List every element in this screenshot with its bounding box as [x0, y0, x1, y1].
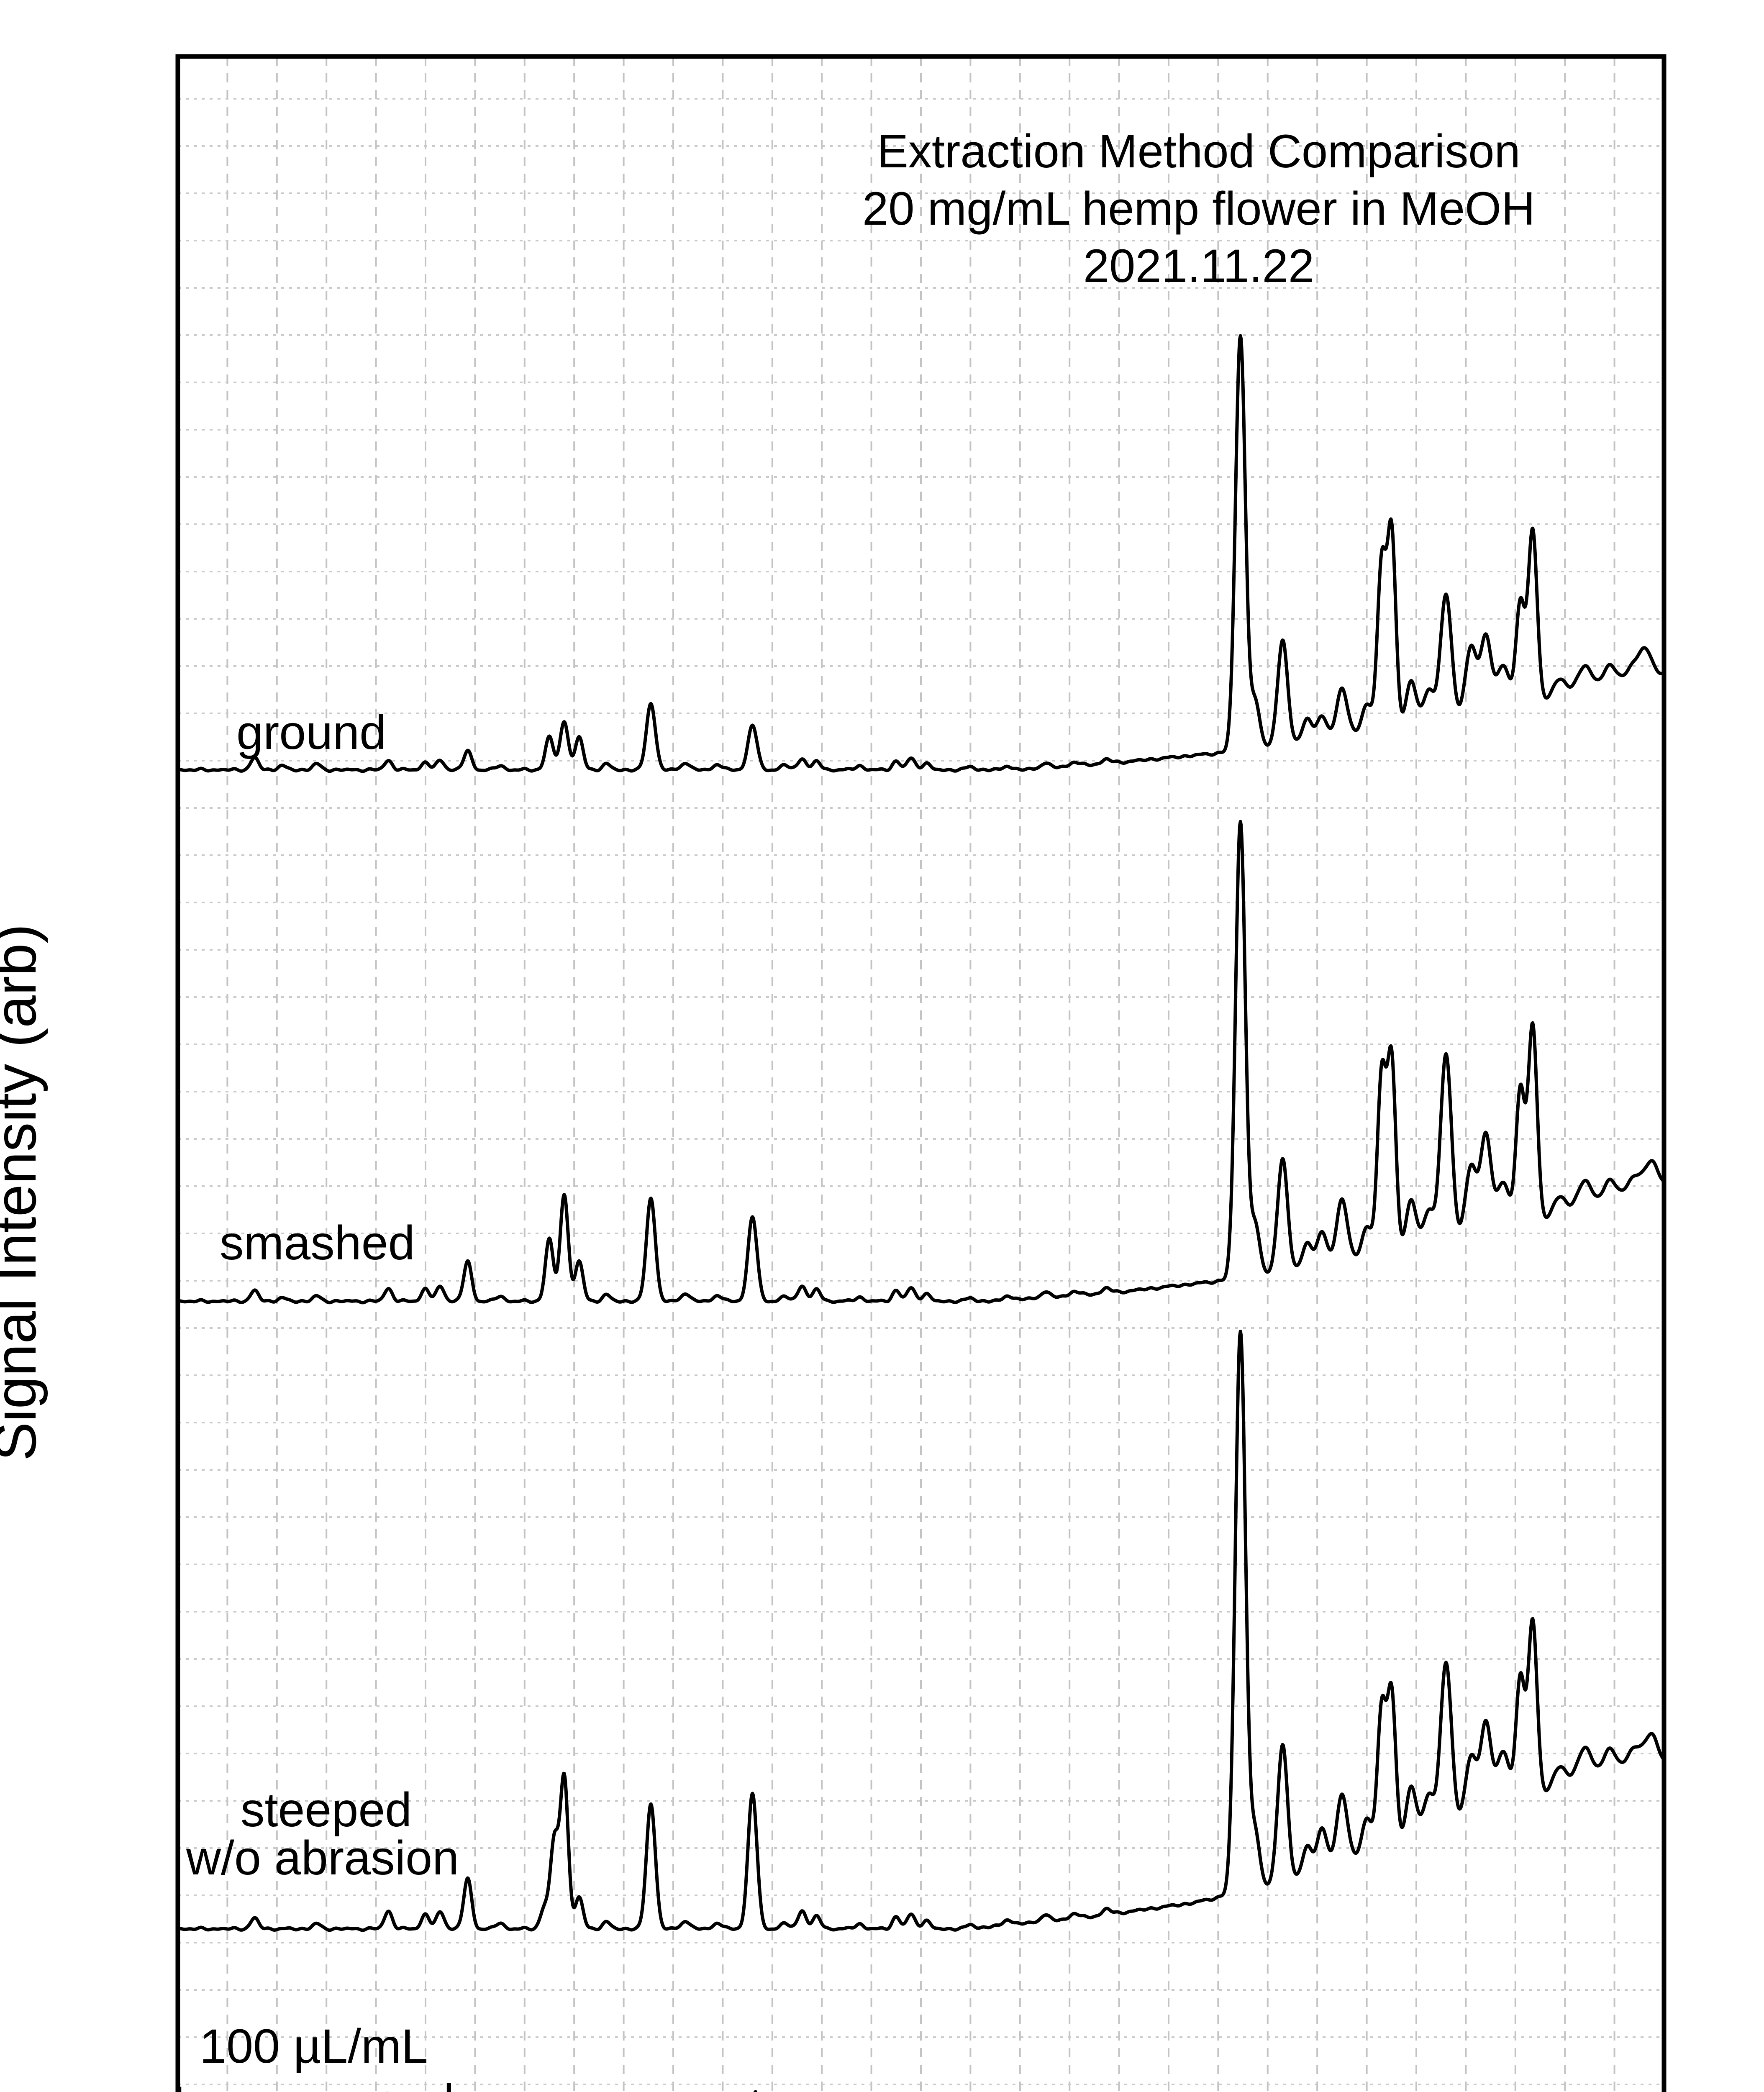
trace-label-smashed: smashed — [220, 1216, 415, 1270]
plot-area: 6789101112 — [175, 54, 1667, 2092]
trace-label-steeped-line-2: w/o abrasion — [186, 1831, 459, 1885]
trace-steeped — [176, 1330, 1666, 1932]
trace-label-standard-line-2: terpenes and — [173, 2075, 454, 2092]
trace-label-steeped-line-1: steeped — [241, 1783, 412, 1837]
trace-smashed — [176, 820, 1666, 1305]
y-axis-title: Signal Intensity (arb) — [0, 924, 48, 1461]
y-axis-title-group: Signal Intensity (arb) — [0, 924, 48, 1461]
trace-ground — [176, 334, 1666, 773]
trace-label-standard-line-1: 100 µL/mL — [200, 2020, 428, 2073]
plot-frame — [175, 54, 1667, 2092]
figure-title-line-1: Extraction Method Comparison — [877, 125, 1520, 177]
figure-title-line-3: 2021.11.22 — [1083, 240, 1314, 292]
figure-title-line-2: 20 mg/mL hemp flower in MeOH — [862, 182, 1535, 235]
trace-label-ground: ground — [236, 706, 386, 759]
